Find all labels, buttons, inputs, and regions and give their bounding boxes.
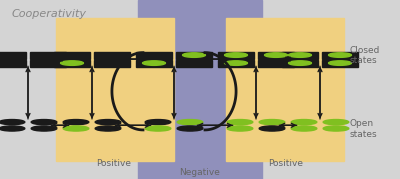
Bar: [218, 60, 254, 67]
Text: Open
states: Open states: [350, 119, 378, 139]
Ellipse shape: [177, 126, 203, 131]
Ellipse shape: [63, 126, 89, 131]
Bar: [218, 52, 254, 59]
Text: Closed
states: Closed states: [350, 46, 380, 65]
Bar: [258, 52, 294, 59]
Text: Cooperativity: Cooperativity: [12, 9, 87, 19]
Bar: [138, 0, 262, 179]
Bar: [0, 52, 26, 59]
Ellipse shape: [145, 120, 171, 125]
Ellipse shape: [31, 126, 57, 131]
Bar: [56, 18, 174, 161]
Bar: [136, 60, 172, 67]
Bar: [30, 60, 66, 67]
Bar: [30, 52, 66, 59]
Text: Positive: Positive: [268, 159, 304, 168]
Ellipse shape: [288, 61, 312, 65]
Ellipse shape: [182, 53, 206, 57]
Ellipse shape: [259, 126, 285, 131]
Bar: [136, 52, 172, 59]
Ellipse shape: [177, 120, 203, 125]
Ellipse shape: [224, 53, 248, 57]
Ellipse shape: [323, 126, 349, 131]
Bar: [0, 60, 26, 67]
Ellipse shape: [227, 120, 253, 125]
Ellipse shape: [264, 53, 288, 57]
Ellipse shape: [145, 126, 171, 131]
Bar: [94, 60, 130, 67]
Ellipse shape: [142, 61, 166, 65]
Text: Negative: Negative: [180, 168, 220, 177]
Ellipse shape: [224, 61, 248, 65]
Ellipse shape: [63, 120, 89, 125]
Ellipse shape: [0, 126, 25, 131]
Ellipse shape: [227, 126, 253, 131]
Ellipse shape: [95, 126, 121, 131]
Bar: [322, 52, 358, 59]
Text: Positive: Positive: [96, 159, 132, 168]
Ellipse shape: [328, 61, 352, 65]
Bar: [54, 60, 90, 67]
Ellipse shape: [60, 61, 84, 65]
Ellipse shape: [323, 120, 349, 125]
Bar: [282, 52, 318, 59]
Bar: [322, 60, 358, 67]
Ellipse shape: [288, 53, 312, 57]
Bar: [258, 60, 294, 67]
Bar: [54, 52, 90, 59]
Ellipse shape: [95, 120, 121, 125]
Bar: [226, 18, 344, 161]
Ellipse shape: [31, 120, 57, 125]
Bar: [94, 52, 130, 59]
Ellipse shape: [291, 126, 317, 131]
Ellipse shape: [291, 120, 317, 125]
Ellipse shape: [259, 120, 285, 125]
Ellipse shape: [328, 53, 352, 57]
Bar: [176, 52, 212, 59]
Bar: [176, 60, 212, 67]
Ellipse shape: [0, 120, 25, 125]
Bar: [282, 60, 318, 67]
